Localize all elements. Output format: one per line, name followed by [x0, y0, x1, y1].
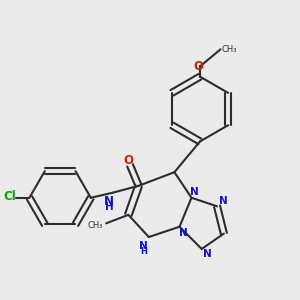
Text: CH₃: CH₃	[222, 45, 237, 54]
Text: Cl: Cl	[3, 190, 16, 202]
Text: N: N	[178, 228, 187, 238]
Text: N: N	[203, 249, 212, 260]
Text: H: H	[104, 202, 113, 212]
Text: H: H	[140, 247, 147, 256]
Text: N: N	[139, 241, 148, 250]
Text: O: O	[123, 154, 133, 167]
Text: N: N	[104, 195, 114, 208]
Text: O: O	[193, 60, 203, 73]
Text: CH₃: CH₃	[88, 220, 103, 230]
Text: N: N	[190, 187, 199, 196]
Text: N: N	[219, 196, 228, 206]
